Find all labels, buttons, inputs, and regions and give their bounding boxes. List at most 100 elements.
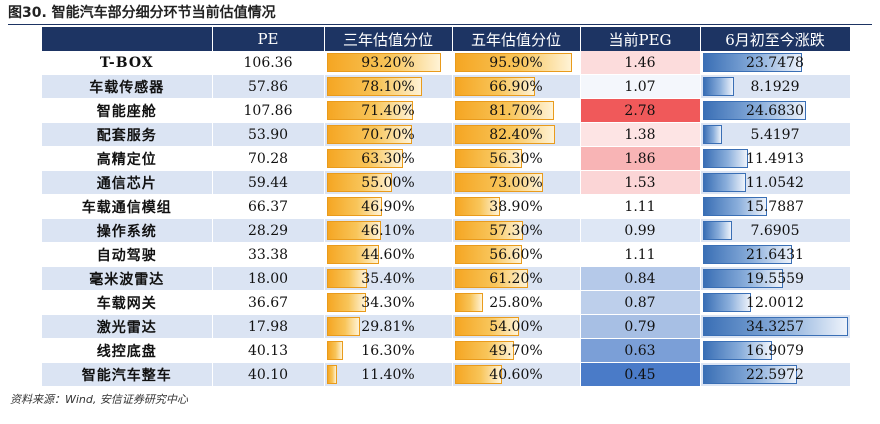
pct3y-cell: 34.30% <box>324 290 453 315</box>
pe-value: 66.37 <box>212 194 325 219</box>
header-3y-percentile: 三年估值分位 <box>324 27 453 51</box>
pct5y-cell: 95.90% <box>452 51 581 75</box>
pct5y-cell: 81.70% <box>452 98 581 123</box>
change-cell-value: 8.1929 <box>750 78 800 95</box>
table-row: 激光雷达 17.98 29.81% 54.00% 0.79 34.3257 <box>42 314 851 339</box>
pct3y-cell-value: 46.90% <box>361 198 415 215</box>
pct5y-cell: 57.30% <box>452 218 581 243</box>
pct3y-cell: 35.40% <box>324 266 453 291</box>
pct3y-cell-bar <box>326 77 422 96</box>
pe-value: 28.29 <box>212 218 325 243</box>
pct5y-cell-value: 25.80% <box>489 294 543 311</box>
pct3y-cell: 46.90% <box>324 194 453 219</box>
change-cell-value: 11.4913 <box>746 150 804 167</box>
pct3y-cell-bar <box>326 149 403 168</box>
peg-value: 0.63 <box>580 338 701 363</box>
pct3y-cell-value: 11.40% <box>361 366 415 383</box>
change-cell-value: 24.6830 <box>746 102 804 119</box>
pct5y-cell-value: 82.40% <box>489 126 543 143</box>
source-note: 资料来源：Wind, 安信证券研究中心 <box>10 393 188 406</box>
pe-value: 33.38 <box>212 242 325 267</box>
table-row: 通信芯片 59.44 55.00% 73.00% 1.53 11.0542 <box>42 170 851 195</box>
change-cell-value: 23.7478 <box>746 54 804 71</box>
change-cell: 7.6905 <box>700 218 851 243</box>
pct5y-cell-value: 49.70% <box>489 342 543 359</box>
pct5y-cell-value: 38.90% <box>489 198 543 215</box>
pct3y-cell-value: 71.40% <box>361 102 415 119</box>
change-cell-bar <box>702 221 732 240</box>
table-body: T-BOX 106.36 93.20% 95.90% 1.46 23.7478 车载传感器 5… <box>42 51 851 387</box>
pct3y-cell-value: 35.40% <box>361 270 415 287</box>
peg-value: 1.11 <box>580 242 701 267</box>
change-cell-value: 21.6431 <box>746 246 804 263</box>
pct3y-cell: 16.30% <box>324 338 453 363</box>
peg-value: 1.86 <box>580 146 701 171</box>
pct5y-cell: 25.80% <box>452 290 581 315</box>
table-row: 车载通信模组 66.37 46.90% 38.90% 1.11 15.7887 <box>42 194 851 219</box>
pct3y-cell: 63.30% <box>324 146 453 171</box>
header-pe: PE <box>212 27 325 51</box>
change-cell: 24.6830 <box>700 98 851 123</box>
change-cell-bar <box>702 173 747 192</box>
segment-name: 激光雷达 <box>42 314 213 339</box>
table-row: 操作系统 28.29 46.10% 57.30% 0.99 7.6905 <box>42 218 851 243</box>
pct3y-cell: 46.10% <box>324 218 453 243</box>
pe-value: 36.67 <box>212 290 325 315</box>
change-cell-bar <box>702 293 751 312</box>
pct5y-cell-value: 40.60% <box>489 366 543 383</box>
pct3y-cell-bar <box>326 365 337 384</box>
segment-name: 毫米波雷达 <box>42 266 213 291</box>
peg-value: 1.46 <box>580 51 701 75</box>
table-row: 配套服务 53.90 70.70% 82.40% 1.38 5.4197 <box>42 122 851 147</box>
pct3y-cell-bar <box>326 221 382 240</box>
segment-name: 车载网关 <box>42 290 213 315</box>
pct5y-cell-bar <box>454 77 536 96</box>
table-row: 线控底盘 40.13 16.30% 49.70% 0.63 16.9079 <box>42 338 851 363</box>
pct3y-cell-value: 34.30% <box>361 294 415 311</box>
pct5y-cell-value: 56.30% <box>489 150 543 167</box>
pe-value: 107.86 <box>212 98 325 123</box>
pe-value: 53.90 <box>212 122 325 147</box>
change-cell-bar <box>702 341 772 360</box>
pct5y-cell-bar <box>454 365 503 384</box>
change-cell-bar <box>702 149 749 168</box>
peg-value: 2.78 <box>580 98 701 123</box>
pct5y-cell: 40.60% <box>452 362 581 387</box>
change-cell-bar <box>702 365 797 384</box>
pct3y-cell-bar <box>326 125 413 144</box>
pe-value: 70.28 <box>212 146 325 171</box>
pct3y-cell-bar <box>326 341 344 360</box>
peg-value: 0.87 <box>580 290 701 315</box>
pct3y-cell-bar <box>326 173 393 192</box>
pct5y-cell: 49.70% <box>452 338 581 363</box>
change-cell-value: 11.0542 <box>746 174 804 191</box>
pct3y-cell-value: 16.30% <box>361 342 415 359</box>
peg-value: 0.45 <box>580 362 701 387</box>
pct5y-cell-bar <box>454 221 524 240</box>
pe-value: 17.98 <box>212 314 325 339</box>
header-change: 6月初至今涨跌 <box>700 27 851 51</box>
peg-value: 1.53 <box>580 170 701 195</box>
pct5y-cell-bar <box>454 293 484 312</box>
figure-title: 图30. 智能汽车部分细分环节当前估值情况 <box>8 5 276 21</box>
change-cell-bar <box>702 125 723 144</box>
change-cell-bar <box>702 197 768 216</box>
pct3y-cell-value: 70.70% <box>361 126 415 143</box>
change-cell: 21.6431 <box>700 242 851 267</box>
pe-value: 57.86 <box>212 74 325 99</box>
pct3y-cell-bar <box>326 53 441 72</box>
pct3y-cell: 93.20% <box>324 51 453 75</box>
pct5y-cell-bar <box>454 53 573 72</box>
pe-value: 106.36 <box>212 51 325 75</box>
change-cell-value: 22.5972 <box>746 366 804 383</box>
change-cell-value: 16.9079 <box>746 342 804 359</box>
pct5y-cell-bar <box>454 341 514 360</box>
pct5y-cell-value: 61.20% <box>489 270 543 287</box>
peg-value: 0.84 <box>580 266 701 291</box>
pct5y-cell-bar <box>454 197 500 216</box>
pct3y-cell: 29.81% <box>324 314 453 339</box>
segment-name: 通信芯片 <box>42 170 213 195</box>
pct3y-cell: 55.00% <box>324 170 453 195</box>
change-cell: 16.9079 <box>700 338 851 363</box>
change-cell-value: 5.4197 <box>750 126 800 143</box>
